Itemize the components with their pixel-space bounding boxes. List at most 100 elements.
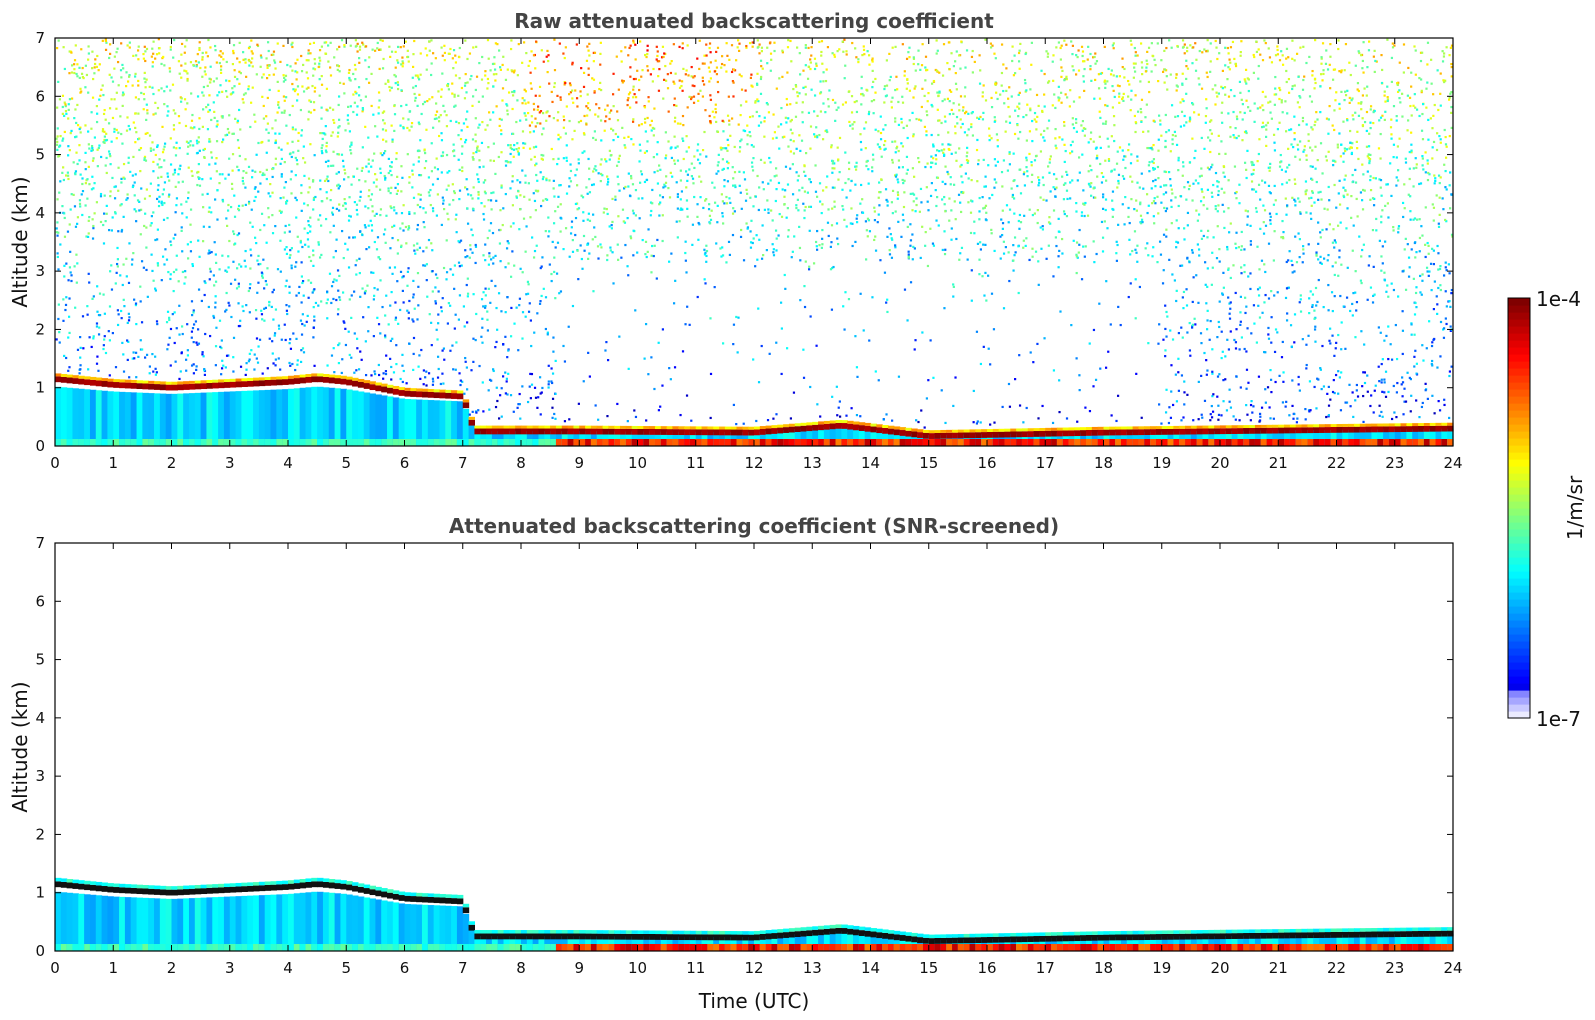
noise-pixel bbox=[98, 144, 101, 147]
noise-pixel bbox=[647, 228, 650, 231]
noise-pixel bbox=[101, 39, 104, 42]
noise-pixel bbox=[678, 86, 682, 89]
noise-pixel bbox=[804, 174, 807, 177]
noise-pixel bbox=[539, 110, 543, 113]
noise-pixel bbox=[686, 215, 689, 218]
layer-top-cell bbox=[427, 391, 435, 398]
noise-pixel bbox=[195, 368, 198, 371]
noise-pixel bbox=[665, 79, 668, 82]
noise-pixel bbox=[161, 151, 165, 154]
noise-pixel bbox=[490, 191, 493, 195]
noise-pixel bbox=[284, 74, 288, 77]
noise-pixel bbox=[128, 41, 131, 44]
noise-pixel bbox=[244, 58, 247, 61]
surface-layer-cell bbox=[480, 439, 487, 446]
noise-pixel bbox=[212, 274, 215, 277]
noise-pixel bbox=[390, 378, 393, 381]
noise-pixel bbox=[256, 291, 259, 294]
noise-pixel bbox=[297, 139, 300, 142]
noise-pixel bbox=[925, 130, 928, 133]
noise-pixel bbox=[125, 129, 129, 132]
noise-pixel bbox=[600, 158, 603, 161]
noise-pixel bbox=[149, 224, 152, 227]
noise-pixel bbox=[175, 204, 178, 207]
noise-pixel bbox=[871, 69, 874, 72]
noise-pixel bbox=[492, 159, 496, 162]
noise-pixel bbox=[172, 173, 175, 176]
noise-pixel bbox=[209, 81, 212, 84]
time-column bbox=[695, 39, 703, 446]
noise-pixel bbox=[307, 52, 310, 55]
noise-pixel bbox=[103, 138, 106, 142]
noise-pixel bbox=[55, 137, 58, 140]
noise-pixel bbox=[740, 88, 744, 91]
noise-pixel bbox=[808, 265, 811, 268]
noise-pixel bbox=[640, 123, 643, 126]
noise-pixel bbox=[629, 66, 632, 69]
noise-pixel bbox=[251, 86, 254, 89]
noise-pixel bbox=[207, 103, 210, 106]
layer-edge-cell bbox=[590, 425, 598, 429]
noise-pixel bbox=[149, 182, 152, 185]
noise-pixel bbox=[500, 118, 503, 121]
noise-pixel bbox=[705, 155, 708, 158]
noise-pixel bbox=[337, 131, 340, 134]
noise-pixel bbox=[926, 200, 929, 203]
surface-layer-cell bbox=[654, 439, 662, 446]
layer-top-cell bbox=[89, 379, 97, 386]
noise-pixel bbox=[742, 259, 746, 262]
noise-pixel bbox=[536, 105, 540, 108]
noise-pixel bbox=[651, 244, 654, 248]
noise-pixel bbox=[250, 39, 253, 42]
noise-pixel bbox=[769, 41, 772, 44]
noise-pixel bbox=[627, 172, 630, 175]
noise-pixel bbox=[418, 246, 422, 249]
noise-pixel bbox=[447, 218, 450, 221]
noise-pixel bbox=[407, 311, 410, 314]
noise-pixel bbox=[437, 134, 441, 138]
noise-pixel bbox=[466, 255, 469, 258]
noise-pixel bbox=[416, 104, 419, 107]
noise-pixel bbox=[458, 197, 461, 201]
noise-pixel bbox=[883, 148, 886, 151]
noise-pixel bbox=[855, 413, 859, 417]
noise-pixel bbox=[313, 58, 316, 61]
noise-pixel bbox=[249, 248, 252, 251]
noise-pixel bbox=[798, 189, 801, 192]
noise-pixel bbox=[506, 356, 509, 359]
aerosol-layer-cell bbox=[212, 392, 219, 446]
noise-pixel bbox=[756, 174, 759, 178]
noise-pixel bbox=[707, 66, 711, 69]
noise-pixel bbox=[465, 91, 468, 94]
noise-pixel bbox=[248, 45, 251, 49]
noise-pixel bbox=[552, 179, 555, 182]
noise-pixel bbox=[650, 271, 653, 274]
noise-pixel bbox=[765, 101, 768, 105]
noise-pixel bbox=[862, 45, 865, 48]
noise-pixel bbox=[299, 319, 303, 322]
noise-pixel bbox=[355, 203, 359, 206]
noise-pixel bbox=[597, 257, 600, 260]
noise-pixel bbox=[342, 204, 345, 207]
noise-pixel bbox=[379, 332, 382, 335]
noise-pixel bbox=[789, 120, 792, 123]
noise-pixel bbox=[745, 44, 748, 48]
layer-edge-cell bbox=[497, 425, 505, 429]
noise-pixel bbox=[475, 75, 479, 78]
time-column bbox=[258, 54, 266, 446]
noise-pixel bbox=[180, 76, 183, 79]
noise-pixel bbox=[93, 182, 96, 185]
noise-pixel bbox=[376, 41, 379, 45]
noise-pixel bbox=[138, 148, 141, 152]
noise-pixel bbox=[437, 367, 440, 371]
noise-pixel bbox=[432, 126, 435, 129]
noise-pixel bbox=[120, 132, 123, 136]
noise-pixel bbox=[785, 216, 788, 219]
surface-layer-cell bbox=[119, 439, 126, 446]
aerosol-layer-cell bbox=[183, 393, 190, 446]
noise-pixel bbox=[274, 67, 277, 70]
noise-pixel bbox=[184, 276, 187, 279]
noise-pixel bbox=[579, 90, 582, 93]
noise-pixel bbox=[389, 205, 392, 208]
